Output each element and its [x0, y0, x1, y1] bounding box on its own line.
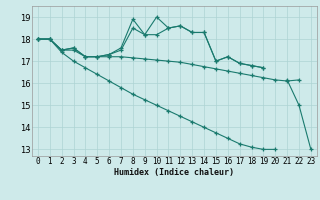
- X-axis label: Humidex (Indice chaleur): Humidex (Indice chaleur): [115, 168, 234, 177]
